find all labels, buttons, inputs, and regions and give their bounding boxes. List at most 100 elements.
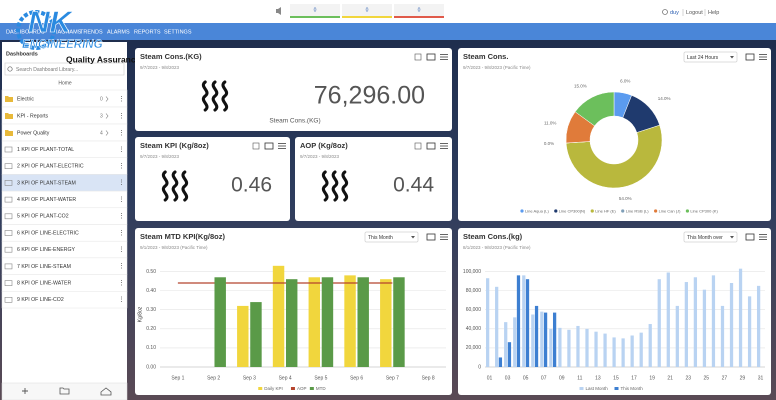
maximize-icon[interactable] <box>745 233 755 241</box>
bar[interactable] <box>585 328 589 367</box>
bar[interactable] <box>729 283 734 367</box>
legend-label[interactable]: Daily KPI <box>264 386 283 391</box>
bar[interactable] <box>720 305 725 367</box>
add-icon[interactable] <box>22 388 28 394</box>
legend-label[interactable]: Line CP300(N) <box>559 209 586 214</box>
menu-icon[interactable] <box>440 143 448 149</box>
bar[interactable] <box>237 305 249 367</box>
dashboard-row[interactable] <box>1 291 128 309</box>
maximize-icon[interactable] <box>426 53 436 61</box>
dropdown-icon[interactable] <box>414 142 422 150</box>
nav-item[interactable]: DIAGRAMS <box>52 29 82 35</box>
bar[interactable] <box>738 268 743 367</box>
nav-item[interactable]: ALARMS <box>107 29 130 35</box>
legend-label[interactable]: Line RSB (L) <box>626 209 650 214</box>
menu-icon[interactable] <box>278 143 286 149</box>
bar[interactable] <box>516 275 521 367</box>
link[interactable]: Help <box>708 10 719 16</box>
bar[interactable] <box>308 277 321 367</box>
dropdown-icon[interactable] <box>414 53 422 61</box>
bar[interactable] <box>513 317 517 367</box>
bar[interactable] <box>285 279 298 367</box>
bar[interactable] <box>594 331 598 367</box>
bar[interactable] <box>272 265 285 367</box>
bar[interactable] <box>543 312 548 367</box>
bar[interactable] <box>393 277 405 367</box>
home-link[interactable]: Home <box>58 80 72 86</box>
donut-slice[interactable] <box>574 91 615 127</box>
bar[interactable] <box>214 277 226 367</box>
nav-item[interactable]: SETTINGS <box>164 29 192 35</box>
bar[interactable] <box>486 278 490 367</box>
bar[interactable] <box>507 342 512 367</box>
legend-label[interactable]: AOP <box>297 386 307 391</box>
maximize-icon[interactable] <box>745 53 755 61</box>
bar[interactable] <box>552 312 557 367</box>
bar[interactable] <box>540 311 544 367</box>
bar[interactable] <box>321 277 334 367</box>
link[interactable]: Logout <box>686 10 703 16</box>
nav-item[interactable]: REPORTS <box>134 29 161 35</box>
bar[interactable] <box>711 275 716 367</box>
bar[interactable] <box>525 279 530 367</box>
bar[interactable] <box>504 322 508 367</box>
folder-add-icon[interactable] <box>59 387 70 395</box>
bar[interactable] <box>648 324 652 367</box>
bar[interactable] <box>576 325 580 367</box>
bar[interactable] <box>756 285 761 367</box>
legend-label[interactable]: Line Can (J) <box>659 209 681 214</box>
bar[interactable] <box>630 335 634 368</box>
bar[interactable] <box>344 275 356 367</box>
bar[interactable] <box>495 286 499 367</box>
menu-icon[interactable] <box>440 234 448 240</box>
user-name[interactable]: duy <box>670 10 679 16</box>
legend-label[interactable]: Line Aqua (L) <box>525 209 549 214</box>
bar[interactable] <box>666 272 670 368</box>
bar[interactable] <box>522 275 526 367</box>
home-icon[interactable] <box>100 387 112 396</box>
bar[interactable] <box>693 277 698 367</box>
bar[interactable] <box>534 305 539 367</box>
alert-box[interactable] <box>394 4 444 17</box>
legend-label[interactable]: MTD <box>316 386 326 391</box>
menu-icon[interactable] <box>759 54 767 60</box>
x-tick-label: 13 <box>595 375 601 381</box>
range-select[interactable] <box>364 231 419 243</box>
bar[interactable] <box>675 305 679 367</box>
bar[interactable] <box>567 329 571 367</box>
maximize-icon[interactable] <box>264 142 274 150</box>
maximize-icon[interactable] <box>426 142 436 150</box>
alert-box[interactable] <box>342 4 392 17</box>
nav-item[interactable]: DASHBOARDS <box>6 29 45 35</box>
alert-box[interactable] <box>290 4 340 17</box>
menu-icon[interactable] <box>759 234 767 240</box>
search-box[interactable] <box>4 62 125 76</box>
bar[interactable] <box>250 302 262 367</box>
bar[interactable] <box>603 333 607 367</box>
dashboard-icon <box>4 180 13 186</box>
donut-slice[interactable] <box>565 124 663 189</box>
bar[interactable] <box>639 332 643 367</box>
menu-icon[interactable] <box>440 54 448 60</box>
legend-label[interactable]: Line CP300 (K) <box>690 209 718 214</box>
bar[interactable] <box>621 338 625 367</box>
dropdown-icon[interactable] <box>252 142 260 150</box>
bar[interactable] <box>357 277 369 367</box>
bar[interactable] <box>531 314 535 368</box>
bar[interactable] <box>380 279 392 367</box>
legend-label[interactable]: This Month <box>621 386 644 391</box>
bar[interactable] <box>747 296 752 367</box>
range-select[interactable] <box>683 231 738 243</box>
bar[interactable] <box>684 282 688 367</box>
bar[interactable] <box>558 327 562 367</box>
maximize-icon[interactable] <box>426 233 436 241</box>
bar[interactable] <box>612 337 616 367</box>
nav-item[interactable]: TRENDS <box>80 29 103 35</box>
bar[interactable] <box>549 328 553 367</box>
bar[interactable] <box>657 279 661 367</box>
range-select[interactable] <box>683 51 738 63</box>
bar[interactable] <box>498 357 503 367</box>
bar[interactable] <box>702 289 707 367</box>
legend-label[interactable]: Last Month <box>586 386 609 391</box>
legend-label[interactable]: Line HF (E) <box>595 209 616 214</box>
